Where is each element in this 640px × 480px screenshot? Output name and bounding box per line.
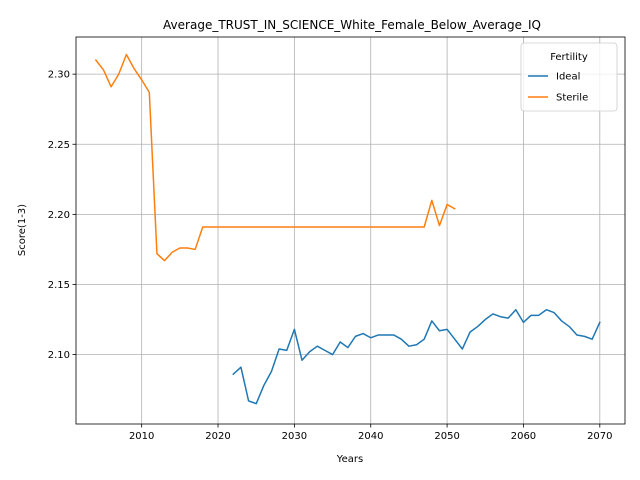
- series-lines: [94, 53, 601, 405]
- x-tick-label: 2050: [434, 431, 459, 442]
- x-tick-label: 2040: [358, 431, 383, 442]
- x-axis-ticks: 2010 2020 2030 2040 2050 2060 2070: [129, 424, 613, 442]
- x-tick-label: 2070: [587, 431, 612, 442]
- legend-label-sterile: Sterile: [556, 93, 588, 104]
- y-axis-title: Score(1-3): [17, 204, 28, 256]
- x-tick-label: 2060: [511, 431, 536, 442]
- x-tick-label: 2020: [205, 431, 230, 442]
- legend-box: [520, 42, 618, 112]
- series-line-sterile: [94, 53, 456, 262]
- y-tick-label: 2.30: [48, 70, 70, 81]
- legend-label-ideal: Ideal: [556, 72, 580, 83]
- y-tick-label: 2.15: [48, 280, 70, 291]
- y-tick-label: 2.25: [48, 140, 70, 151]
- x-tick-label: 2010: [129, 431, 154, 442]
- x-tick-label: 2030: [282, 431, 307, 442]
- y-tick-label: 2.20: [48, 210, 70, 221]
- chart-title: Average_TRUST_IN_SCIENCE_White_Female_Be…: [163, 18, 541, 32]
- series-line-ideal: [232, 308, 601, 405]
- legend: Fertility Ideal Sterile: [520, 42, 618, 112]
- y-axis-ticks: 2.10 2.15 2.20 2.25 2.30: [48, 70, 76, 361]
- legend-title: Fertility: [550, 52, 588, 63]
- plot-frame: [75, 36, 626, 425]
- y-tick-label: 2.10: [48, 350, 70, 361]
- x-axis-title: Years: [336, 454, 363, 465]
